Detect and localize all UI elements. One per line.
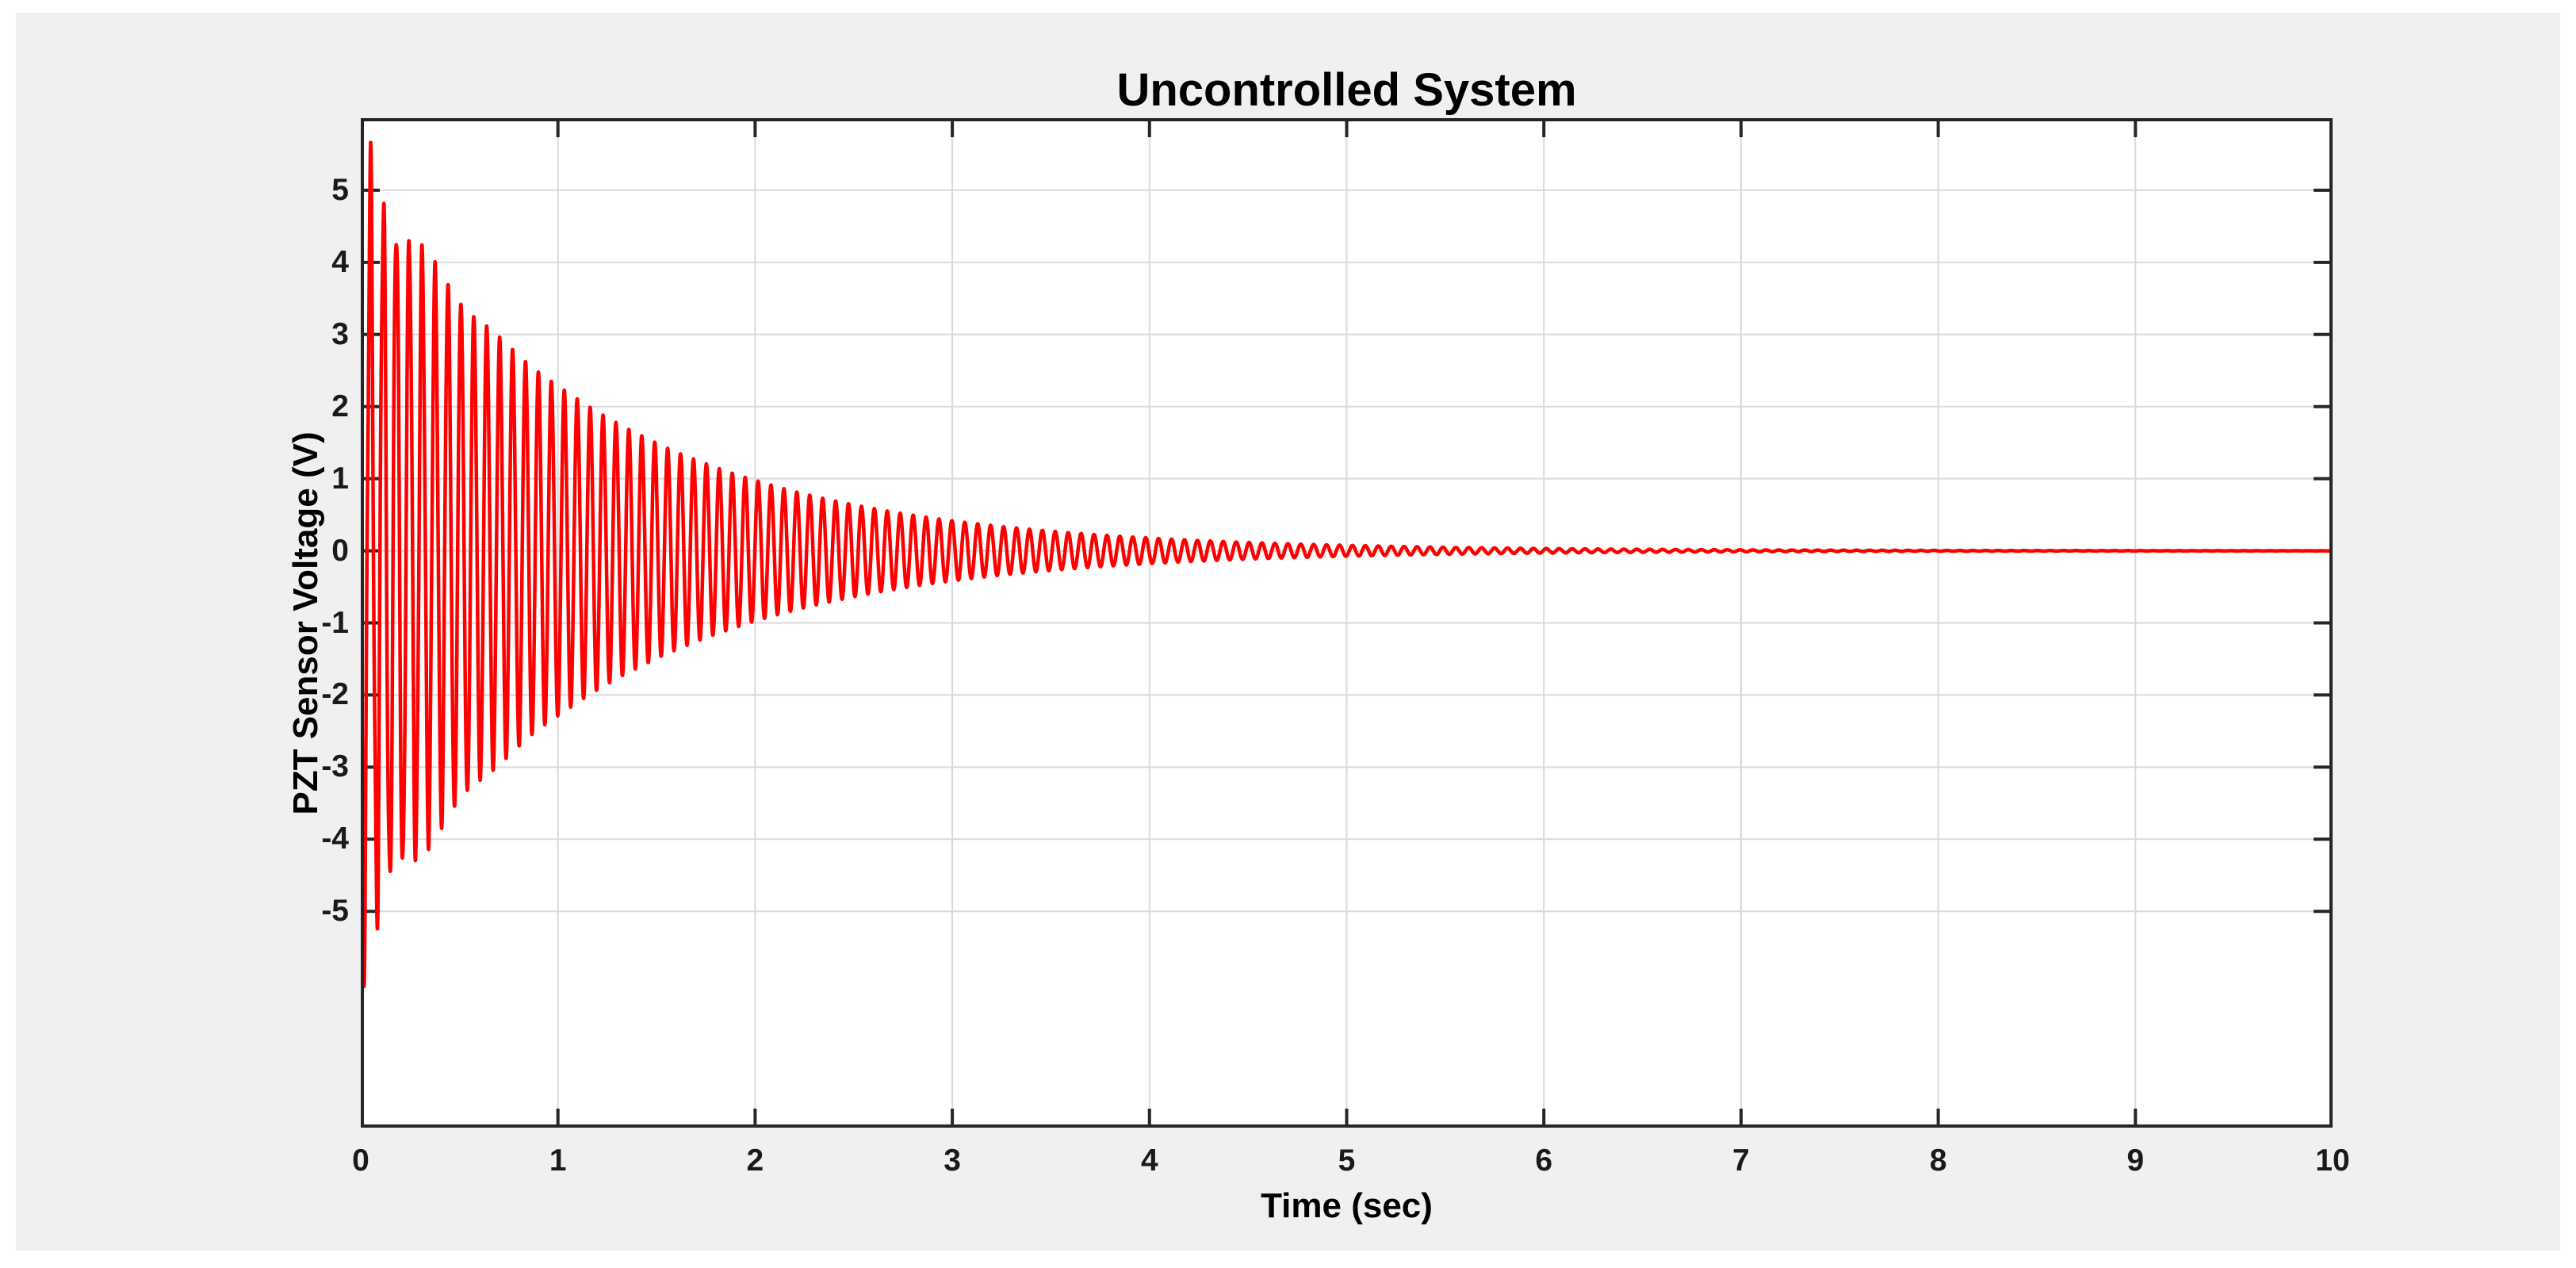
x-tick-label: 4 — [1140, 1143, 1158, 1178]
waveform-path — [361, 140, 2333, 989]
y-tick-label: 3 — [331, 316, 349, 351]
plot-svg — [361, 118, 2333, 1128]
y-tick-label: 5 — [331, 172, 349, 207]
x-tick-label: 3 — [944, 1143, 961, 1178]
x-tick-label: 7 — [1732, 1143, 1750, 1178]
y-tick-label: 4 — [331, 244, 349, 279]
y-tick-label: -3 — [321, 749, 349, 784]
figure-canvas: Uncontrolled System PZT Sensor Voltage (… — [16, 13, 2560, 1251]
y-tick-label: -1 — [321, 605, 349, 640]
y-tick-label: 2 — [331, 389, 349, 423]
x-tick-label: 2 — [746, 1143, 764, 1178]
x-tick-label: 9 — [2126, 1143, 2145, 1178]
x-axis-title: Time (sec) — [1261, 1186, 1433, 1225]
axes-area — [361, 118, 2333, 1128]
plot-title: Uncontrolled System — [1116, 64, 1577, 116]
x-tick-label: 0 — [352, 1143, 369, 1178]
y-tick-label: -2 — [321, 677, 349, 712]
x-tick-label: 1 — [549, 1143, 567, 1178]
x-tick-label: 5 — [1338, 1143, 1356, 1178]
y-tick-label: -4 — [321, 822, 349, 856]
plot-border — [361, 118, 2333, 1128]
x-tick-label: 8 — [1929, 1143, 1947, 1178]
x-tick-label: 6 — [1535, 1143, 1553, 1178]
y-tick-label: 1 — [331, 461, 349, 496]
x-tick-label: 10 — [2315, 1143, 2350, 1178]
y-tick-label: 0 — [331, 533, 349, 568]
y-tick-label: -5 — [321, 894, 349, 929]
